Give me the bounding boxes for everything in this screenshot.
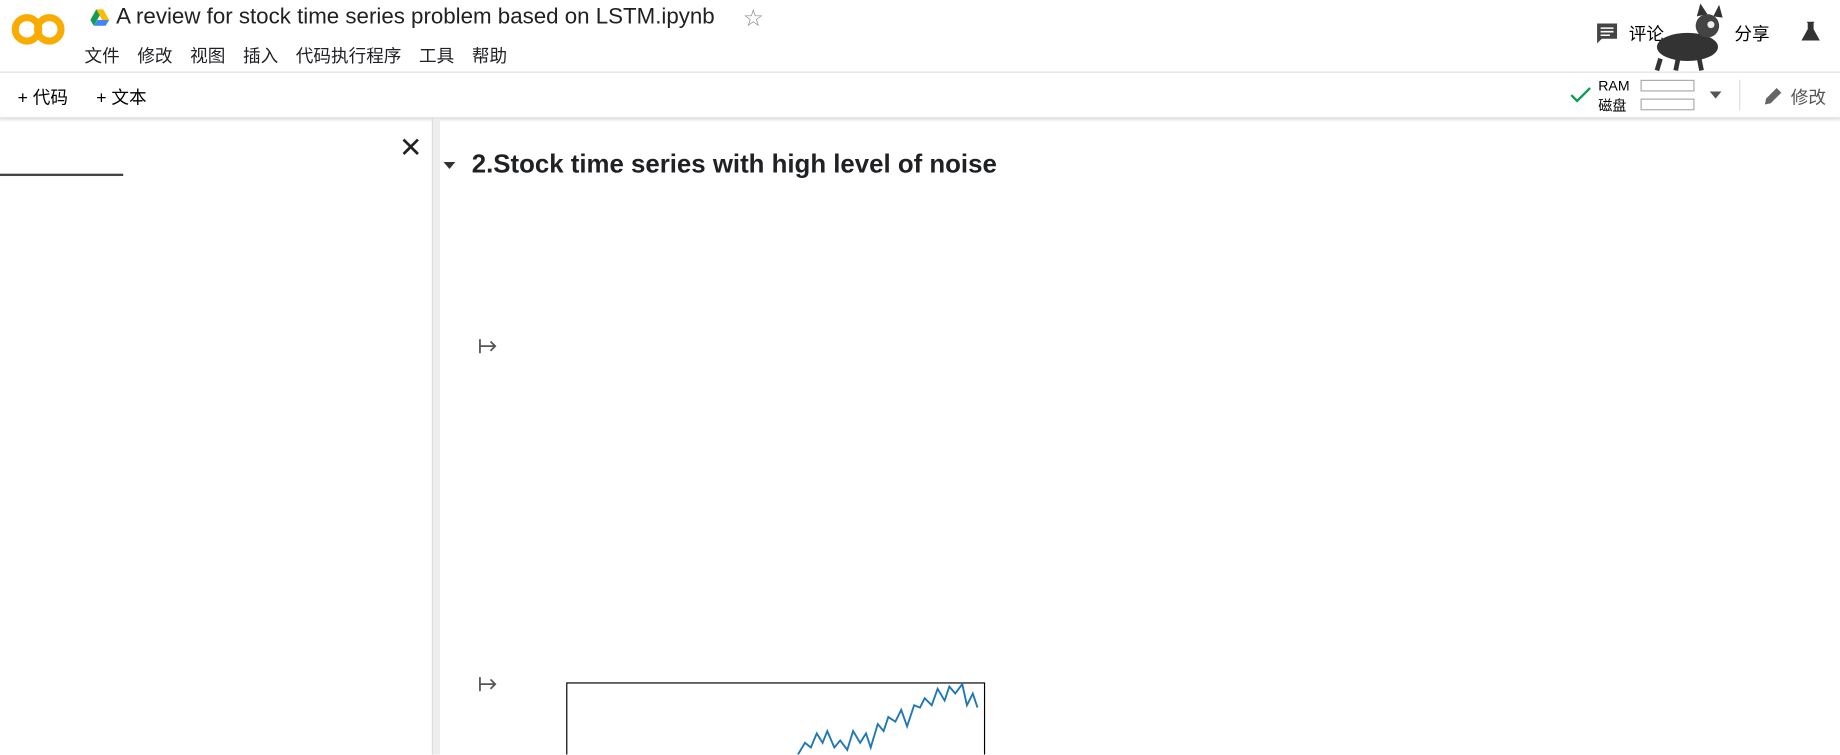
divider [0, 71, 1840, 73]
menu-item[interactable]: 插入 [242, 46, 279, 67]
close-sidebar[interactable]: ✕ [398, 132, 423, 165]
index-header [518, 333, 534, 369]
menu-item[interactable]: 代码执行程序 [295, 46, 402, 67]
disk-label: 磁盘 [1598, 97, 1627, 114]
menu-item[interactable]: 视图 [190, 46, 226, 67]
plot-frame [566, 682, 986, 755]
colab-logo [11, 14, 65, 45]
labs-icon[interactable] [1800, 21, 1821, 42]
edit-button[interactable]: 修改 [1790, 88, 1826, 108]
share-button[interactable]: 分享 [1734, 24, 1770, 45]
pencil-icon [1764, 88, 1782, 105]
output-icon [479, 677, 497, 692]
collapse-arrow[interactable] [442, 161, 456, 170]
menu-item[interactable]: 帮助 [471, 46, 508, 67]
corgi-mascot [1654, 3, 1723, 72]
section-heading: 2.Stock time series with high level of n… [471, 149, 997, 179]
menu-item[interactable]: 工具 [419, 46, 455, 67]
sidebar-border [431, 118, 441, 755]
add-code-button[interactable]: + 代码 [17, 88, 68, 108]
disk-bar [1640, 98, 1695, 111]
add-text-button[interactable]: + 文本 [96, 88, 147, 108]
plot-output [566, 681, 986, 755]
active-tab-underline [0, 173, 124, 177]
header-row [518, 333, 534, 369]
output-icon [479, 339, 497, 354]
dataframe-output [518, 333, 534, 369]
notebook-title[interactable]: A review for stock time series problem b… [116, 4, 715, 30]
menu-item[interactable]: 文件 [84, 46, 120, 67]
drive-icon [90, 9, 110, 26]
divider [1739, 79, 1741, 111]
ram-label: RAM [1598, 77, 1630, 94]
connected-check [1570, 87, 1591, 103]
menu-bar: 文件 修改 视图 插入 代码执行程序 工具 帮助 [84, 43, 524, 68]
dropdown-arrow[interactable] [1709, 90, 1723, 99]
ram-bar [1640, 79, 1695, 92]
star-icon[interactable]: ☆ [742, 5, 764, 32]
divider [0, 117, 1840, 119]
comment-icon[interactable] [1596, 22, 1619, 44]
dataframe [518, 333, 534, 369]
menu-item[interactable]: 修改 [137, 46, 173, 67]
comment-button[interactable]: 评论 [1628, 24, 1664, 45]
plot-line [797, 681, 979, 755]
